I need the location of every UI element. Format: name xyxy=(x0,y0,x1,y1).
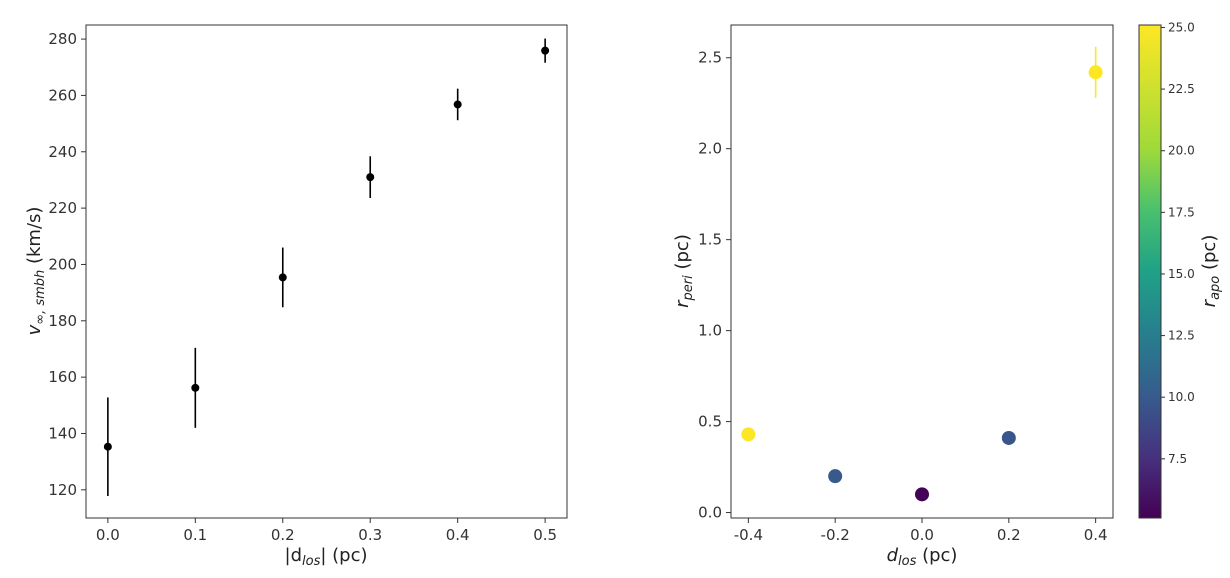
left-x-tick-label: 0.1 xyxy=(183,526,207,544)
left-y-tick-label: 180 xyxy=(48,312,77,330)
right-x-ticks: -0.4 -0.2 0.0 0.2 0.4 xyxy=(734,518,1108,544)
colorbar-tick-label: 25.0 xyxy=(1168,20,1195,34)
right-data-point xyxy=(741,427,756,442)
left-x-tick-label: 0.3 xyxy=(358,526,382,544)
left-x-tick-label: 0.5 xyxy=(533,526,557,544)
left-data-point xyxy=(453,100,462,109)
colorbar-tick-label: 15.0 xyxy=(1168,267,1195,281)
pericenter-chart: -0.4 -0.2 0.0 0.2 0.4 0.0 0.5 1.0 1.5 2.0 2.5 dlo… xyxy=(672,20,1223,569)
left-x-ticks: 0.0 0.1 0.2 0.3 0.4 0.5 xyxy=(96,518,557,544)
colorbar-label: rapo (pc) xyxy=(1199,235,1223,308)
colorbar-tick-label: 20.0 xyxy=(1168,144,1195,158)
left-y-tick-label: 260 xyxy=(48,86,77,104)
colorbar: 7.5 10.0 12.5 15.0 17.5 20.0 22.5 25.0 rapo (pc… xyxy=(1138,20,1223,519)
left-y-tick-label: 280 xyxy=(48,30,77,48)
right-x-tick-label: 0.4 xyxy=(1084,526,1108,544)
colorbar-tick-label: 12.5 xyxy=(1168,329,1195,343)
right-plot-frame xyxy=(730,24,1114,519)
right-y-tick-label: 2.5 xyxy=(698,49,722,67)
colorbar-ticks: 7.5 10.0 12.5 15.0 17.5 20.0 22.5 25.0 xyxy=(1161,20,1195,466)
left-y-tick-label: 140 xyxy=(48,424,77,442)
right-y-tick-label: 0.5 xyxy=(698,413,722,431)
colorbar-gradient xyxy=(1138,24,1162,519)
left-y-axis-label: v∞, smbh (km/s) xyxy=(24,207,48,336)
colorbar-tick-label: 10.0 xyxy=(1168,390,1195,404)
left-y-tick-label: 240 xyxy=(48,143,77,161)
left-data-point xyxy=(103,442,112,451)
left-y-tick-label: 220 xyxy=(48,199,77,217)
left-x-axis-label: |dlos| (pc) xyxy=(285,545,368,569)
right-data-point xyxy=(915,487,929,502)
left-x-tick-label: 0.0 xyxy=(96,526,120,544)
colorbar-tick-label: 7.5 xyxy=(1168,452,1187,466)
right-y-axis-label: rperi (pc) xyxy=(672,234,696,308)
left-y-tick-label: 200 xyxy=(48,255,77,273)
left-y-tick-label: 160 xyxy=(48,368,77,386)
right-data-points xyxy=(741,46,1103,502)
right-data-point xyxy=(828,469,843,484)
colorbar-tick-label: 22.5 xyxy=(1168,82,1195,96)
right-data-point xyxy=(1088,65,1103,80)
right-x-axis-label: dlos (pc) xyxy=(887,545,958,569)
velocity-chart: 0.0 0.1 0.2 0.3 0.4 0.5 120 140 160 180 200 220 240… xyxy=(24,24,568,569)
right-y-tick-label: 0.0 xyxy=(698,504,722,522)
right-x-tick-label: -0.2 xyxy=(821,526,850,544)
left-y-tick-label: 120 xyxy=(48,481,77,499)
left-data-point xyxy=(191,383,200,392)
colorbar-tick-label: 17.5 xyxy=(1168,205,1195,219)
left-data-point xyxy=(541,46,550,55)
right-x-tick-label: 0.2 xyxy=(997,526,1021,544)
left-data-points xyxy=(103,38,550,497)
right-x-tick-label: 0.0 xyxy=(910,526,934,544)
right-x-tick-label: -0.4 xyxy=(734,526,763,544)
right-y-tick-label: 1.5 xyxy=(698,231,722,249)
right-y-ticks: 0.0 0.5 1.0 1.5 2.0 2.5 xyxy=(698,49,731,522)
left-x-tick-label: 0.4 xyxy=(446,526,470,544)
left-plot-frame xyxy=(85,24,568,519)
left-y-ticks: 120 140 160 180 200 220 240 260 280 xyxy=(48,30,86,499)
left-data-point xyxy=(278,273,287,282)
left-x-tick-label: 0.2 xyxy=(271,526,295,544)
left-data-point xyxy=(366,173,375,182)
right-y-tick-label: 1.0 xyxy=(698,322,722,340)
right-data-point xyxy=(1001,430,1016,445)
right-y-tick-label: 2.0 xyxy=(698,140,722,158)
